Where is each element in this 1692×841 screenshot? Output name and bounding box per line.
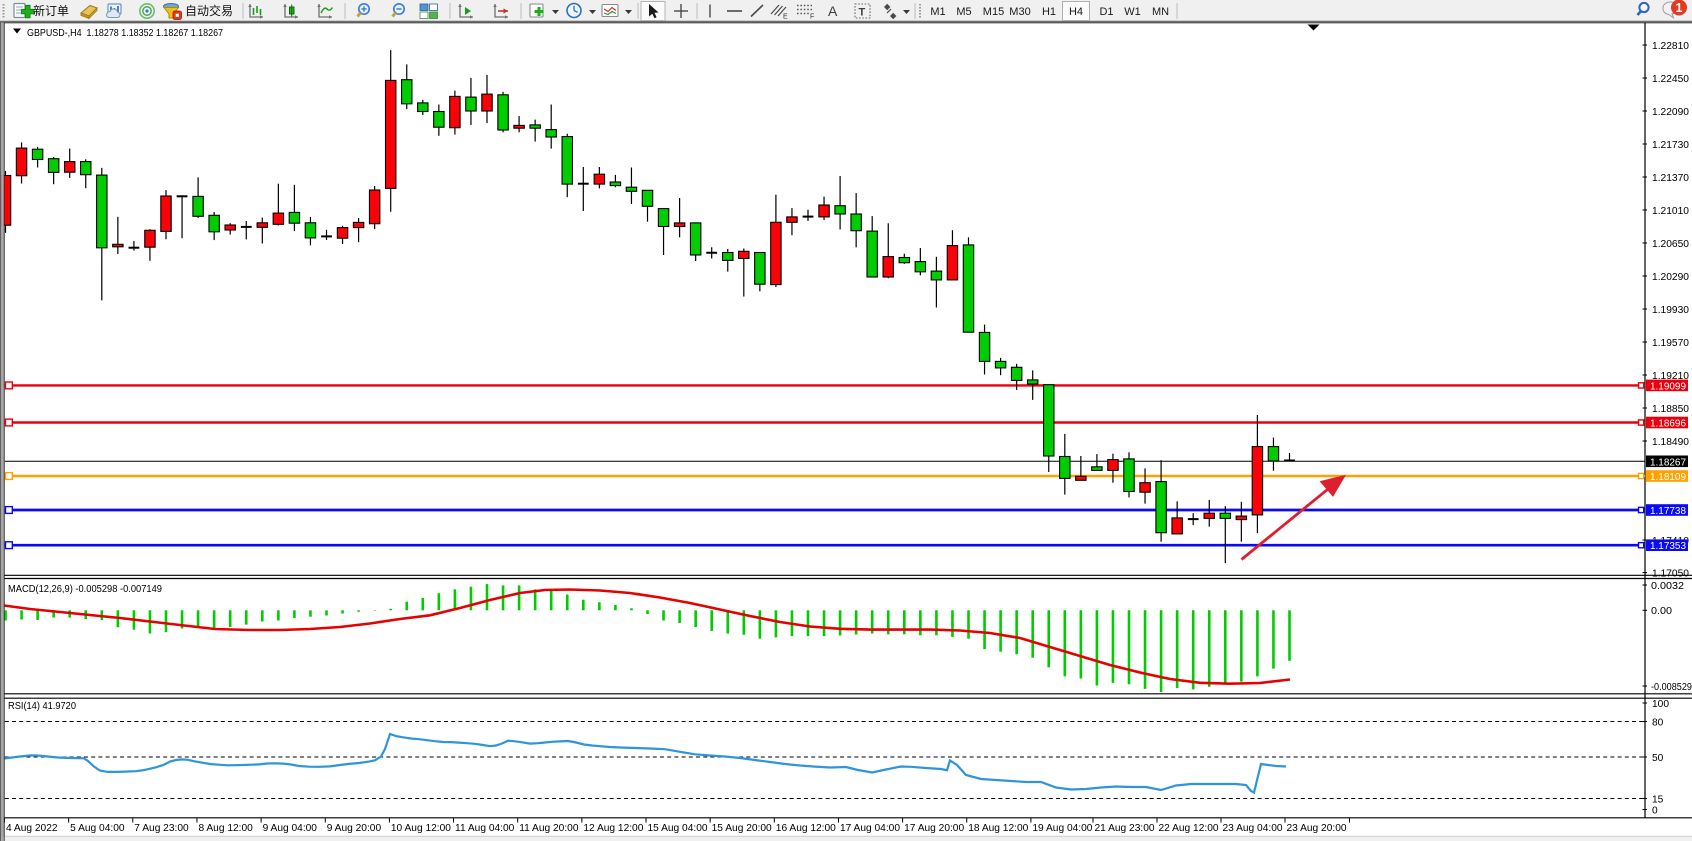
svg-text:1.18109: 1.18109 — [1650, 472, 1686, 483]
svg-text:15 Aug 20:00: 15 Aug 20:00 — [712, 823, 772, 834]
svg-text:1.17353: 1.17353 — [1650, 541, 1686, 552]
svg-text:MN: MN — [1152, 6, 1169, 18]
svg-text:5 Aug 04:00: 5 Aug 04:00 — [70, 823, 125, 834]
svg-text:1.18850: 1.18850 — [1652, 404, 1689, 415]
svg-text:4 Aug 2022: 4 Aug 2022 — [6, 823, 58, 834]
svg-text:15: 15 — [1652, 794, 1664, 805]
svg-text:7 Aug 23:00: 7 Aug 23:00 — [134, 823, 189, 834]
svg-text:23 Aug 20:00: 23 Aug 20:00 — [1287, 823, 1347, 834]
svg-text:19 Aug 04:00: 19 Aug 04:00 — [1032, 823, 1092, 834]
svg-text:23 Aug 04:00: 23 Aug 04:00 — [1223, 823, 1283, 834]
svg-text:自动交易: 自动交易 — [185, 3, 233, 18]
svg-text:新订单: 新订单 — [33, 3, 69, 18]
svg-text:1.17050: 1.17050 — [1652, 568, 1689, 579]
svg-text:T: T — [859, 7, 866, 19]
svg-text:16 Aug 12:00: 16 Aug 12:00 — [776, 823, 836, 834]
svg-text:1.22450: 1.22450 — [1652, 74, 1689, 85]
svg-text:1.18490: 1.18490 — [1652, 437, 1689, 448]
svg-text:M1: M1 — [930, 6, 945, 18]
svg-text:80: 80 — [1652, 717, 1664, 728]
svg-text:1.19210: 1.19210 — [1652, 371, 1689, 382]
svg-text:21 Aug 23:00: 21 Aug 23:00 — [1095, 823, 1155, 834]
svg-text:H4: H4 — [1069, 6, 1083, 18]
svg-text:MACD(12,26,9) -0.005298 -0.007: MACD(12,26,9) -0.005298 -0.007149 — [8, 584, 162, 595]
svg-text:1.18267: 1.18267 — [1650, 457, 1686, 468]
svg-text:1: 1 — [1676, 1, 1683, 15]
svg-text:15 Aug 04:00: 15 Aug 04:00 — [648, 823, 708, 834]
svg-text:GBPUSD-,H4 1.18278 1.18352 1.: GBPUSD-,H4 1.18278 1.18352 1.18267 1.182… — [27, 27, 223, 39]
svg-text:50: 50 — [1652, 753, 1664, 764]
svg-text:18 Aug 12:00: 18 Aug 12:00 — [968, 823, 1028, 834]
svg-text:11 Aug 04:00: 11 Aug 04:00 — [455, 823, 515, 834]
svg-text:0.0032: 0.0032 — [1651, 581, 1684, 592]
svg-text:100: 100 — [1652, 699, 1669, 710]
svg-text:H1: H1 — [1042, 6, 1056, 18]
svg-text:1.20650: 1.20650 — [1652, 239, 1689, 250]
svg-text:A: A — [828, 3, 838, 19]
svg-text:0: 0 — [1652, 805, 1658, 816]
svg-text:M5: M5 — [956, 6, 971, 18]
svg-text:W1: W1 — [1124, 6, 1141, 18]
svg-text:9 Aug 04:00: 9 Aug 04:00 — [263, 823, 318, 834]
svg-text:1.21730: 1.21730 — [1652, 140, 1689, 151]
svg-text:22 Aug 12:00: 22 Aug 12:00 — [1159, 823, 1219, 834]
svg-text:11 Aug 20:00: 11 Aug 20:00 — [519, 823, 579, 834]
svg-text:D1: D1 — [1099, 6, 1113, 18]
svg-text:0.00: 0.00 — [1651, 606, 1672, 617]
svg-text:M30: M30 — [1009, 6, 1030, 18]
svg-text:1.21370: 1.21370 — [1652, 173, 1689, 184]
svg-text:1.19099: 1.19099 — [1650, 381, 1686, 392]
svg-text:1.22090: 1.22090 — [1652, 107, 1689, 118]
svg-text:12 Aug 12:00: 12 Aug 12:00 — [583, 823, 643, 834]
svg-text:1.21010: 1.21010 — [1652, 206, 1689, 217]
svg-text:-0.008529: -0.008529 — [1651, 682, 1692, 693]
svg-text:1.18696: 1.18696 — [1650, 419, 1686, 430]
svg-text:F: F — [810, 14, 814, 21]
svg-text:M15: M15 — [983, 6, 1004, 18]
svg-text:RSI(14) 41.9720: RSI(14) 41.9720 — [8, 701, 76, 712]
svg-text:10 Aug 12:00: 10 Aug 12:00 — [391, 823, 451, 834]
svg-text:1.19570: 1.19570 — [1652, 338, 1689, 349]
svg-text:1.20290: 1.20290 — [1652, 272, 1689, 283]
svg-text:17 Aug 04:00: 17 Aug 04:00 — [840, 823, 900, 834]
svg-text:17 Aug 20:00: 17 Aug 20:00 — [904, 823, 964, 834]
svg-text:1.17738: 1.17738 — [1650, 506, 1686, 517]
svg-text:9 Aug 20:00: 9 Aug 20:00 — [327, 823, 382, 834]
svg-text:8 Aug 12:00: 8 Aug 12:00 — [198, 823, 253, 834]
svg-text:1.22810: 1.22810 — [1652, 41, 1689, 52]
svg-text:1.19930: 1.19930 — [1652, 305, 1689, 316]
svg-text:E: E — [783, 14, 788, 21]
